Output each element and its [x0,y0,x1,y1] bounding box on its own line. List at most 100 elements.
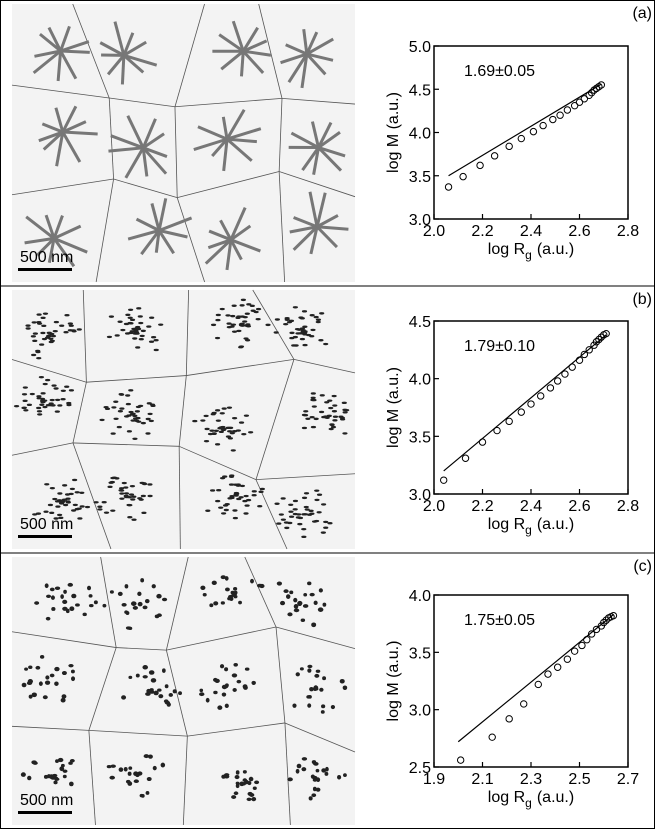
particle [209,603,213,607]
particle [102,604,106,608]
particle [45,675,49,679]
particle [232,688,236,692]
particle [265,324,270,326]
particle [242,320,247,322]
particle [64,314,69,316]
particle [253,787,257,790]
particle [126,403,131,405]
particle [276,522,281,524]
particle [147,495,152,497]
particle [296,769,300,774]
particle [83,613,87,617]
particle [199,692,204,696]
particle [169,693,173,697]
particle [51,335,56,337]
x-tick-label: 2.2 [471,498,493,515]
particle [238,346,243,348]
particle [34,601,39,605]
particle [247,798,252,801]
particle [128,322,133,324]
panel-label: (a) [632,5,652,22]
particle [120,329,125,331]
data-point [462,455,468,461]
particle [220,664,224,668]
particle [40,332,45,334]
particle [215,409,220,411]
particle [77,507,82,509]
particle [252,494,257,496]
particle [256,318,261,320]
data-point [506,418,512,424]
particle [128,676,132,679]
particle [311,426,316,428]
particle [323,603,327,607]
particle [316,769,320,773]
particle [318,339,323,341]
dendrite-arm [63,132,98,134]
particle [251,681,255,685]
particle [289,337,294,339]
particle [60,398,65,400]
particle [146,418,151,420]
y-axis-label: log M (a.u.) [385,641,402,722]
particle [54,321,59,323]
particle [127,430,132,432]
particle [77,517,82,519]
particle [31,335,36,337]
particle [312,405,317,407]
particle [243,337,248,339]
particle [236,483,241,485]
particle [70,488,75,490]
particle [134,419,139,421]
particle [46,404,51,406]
particle [62,607,67,611]
particle [221,601,225,604]
particle [204,428,209,430]
particle [274,331,279,333]
particle [119,487,124,489]
particle [52,498,57,500]
particle [158,323,163,325]
particle [36,321,41,323]
particle [138,322,143,324]
particle [22,407,27,409]
particle [302,326,307,328]
particle [308,695,312,699]
particle [314,674,319,678]
particle [111,406,116,408]
particle [107,486,112,488]
particle [288,504,293,506]
particle [55,399,60,401]
particle [97,506,102,508]
particle [213,678,218,682]
particle [94,501,99,503]
particle [300,338,305,340]
particle [142,665,148,669]
particle [140,578,144,582]
data-point [518,409,524,415]
particle [311,793,316,797]
particle [305,418,310,420]
particle [22,683,27,688]
particle [323,343,328,345]
particle [68,322,73,324]
y-tick-label: 3.0 [409,487,431,504]
particle [124,492,129,494]
particle [314,418,319,420]
particle [32,321,37,323]
particle [257,584,263,588]
particle [109,315,114,317]
particle [338,416,343,418]
particle [296,516,301,518]
particle [333,416,338,418]
particle [304,506,309,508]
particle [64,385,69,387]
particle [51,607,55,611]
particle [55,410,60,412]
particle [320,394,325,396]
y-tick-label: 3.5 [409,645,431,662]
particle [113,418,118,420]
particle [119,407,124,409]
particle [178,691,182,695]
particle [55,587,60,590]
